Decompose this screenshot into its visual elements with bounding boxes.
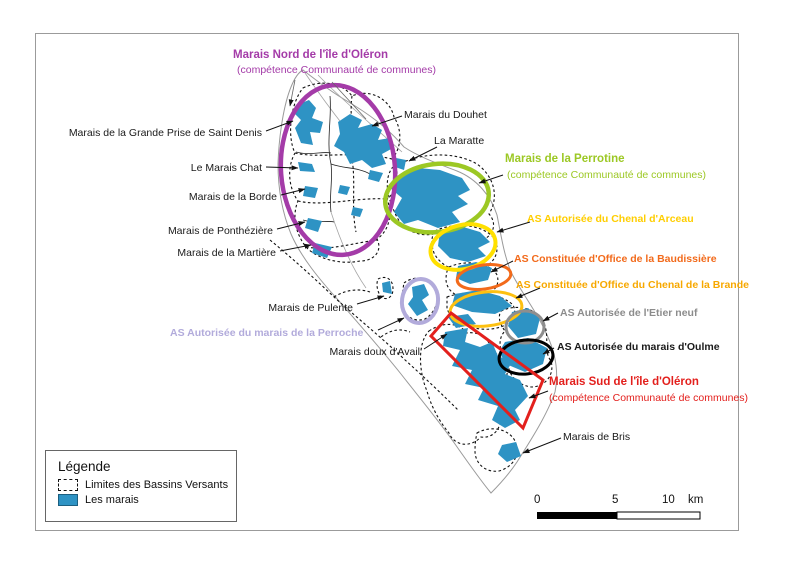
label-as-arceau: AS Autorisée du Chenal d'Arceau	[527, 213, 694, 225]
label-bris: Marais de Bris	[563, 431, 631, 443]
label-arrows	[265, 115, 562, 454]
title-leaders	[288, 79, 367, 120]
title-perrotine: Marais de la Perrotine	[505, 153, 625, 165]
legend-swatch-marais	[58, 494, 78, 506]
marsh-pulente	[382, 281, 392, 294]
label-douhet: Marais du Douhet	[404, 109, 487, 121]
label-avail: Marais doux d'Avail	[329, 346, 420, 358]
label-as-perroche: AS Autorisée du marais de la Perroche	[170, 327, 364, 339]
map-frame	[35, 33, 739, 531]
marsh-bris	[498, 442, 521, 462]
marsh-sud	[443, 328, 528, 428]
legend-label-basins: Limites des Bassins Versants	[85, 479, 229, 491]
island-outline	[277, 69, 558, 494]
streams	[295, 95, 371, 223]
scale-unit: km	[688, 494, 704, 506]
zone-north-ellipse	[278, 82, 398, 258]
marsh-small	[351, 207, 363, 217]
label-ponthezier: Marais de Ponthézière	[167, 225, 273, 237]
legend-item-marais: Les marais	[58, 494, 236, 506]
marsh-perroche	[408, 284, 429, 316]
title-marais-sud: Marais Sud de l'île d'Oléron	[549, 376, 699, 388]
legend-swatch-basins	[58, 479, 78, 491]
scale-bar	[537, 511, 701, 520]
marsh-ponthezier	[305, 218, 322, 232]
marsh-douhet	[334, 114, 393, 168]
scale-tick-10: 10	[662, 494, 675, 506]
legend: Légende Limites des Bassins Versants Les…	[45, 450, 237, 522]
scale-tick-5: 5	[612, 494, 619, 506]
title-marais-nord: Marais Nord de l'île d'Oléron	[233, 49, 389, 61]
title-marais-nord-sub: (compétence Communauté de communes)	[237, 64, 437, 76]
zone-baudissiere-ellipse	[455, 263, 513, 291]
zone-etier-ellipse	[504, 309, 546, 345]
zone-perroche-ellipse	[399, 277, 441, 325]
marsh-small	[368, 170, 383, 182]
label-as-etier: AS Autorisée de l'Etier neuf	[560, 307, 698, 319]
marsh-chat	[298, 162, 315, 172]
marsh-small	[338, 185, 350, 195]
zone-sud-rectangle	[428, 310, 545, 431]
title-perrotine-sub: (compétence Communauté de communes)	[507, 169, 707, 181]
marsh-maratte	[395, 158, 406, 170]
label-saint-denis: Marais de la Grande Prise de Saint Denis	[68, 127, 262, 139]
title-marais-sud-sub: (compétence Communauté de communes)	[549, 392, 749, 404]
zone-oulme-ellipse	[497, 338, 555, 376]
label-as-oulme: AS Autorisée du marais d'Oulme	[557, 341, 720, 353]
label-pulente: Marais de Pulente	[268, 302, 353, 314]
legend-title: Légende	[58, 459, 111, 474]
label-borde: Marais de la Borde	[188, 191, 277, 203]
label-maratte: La Maratte	[434, 135, 485, 147]
label-martiere: Marais de la Martière	[177, 247, 276, 259]
scale-tick-0: 0	[534, 494, 541, 506]
legend-label-marais: Les marais	[85, 494, 139, 506]
marsh-saint-denis	[293, 100, 323, 145]
label-chat: Le Marais Chat	[190, 162, 262, 174]
marsh-borde	[303, 186, 318, 198]
marsh-perrotine	[390, 168, 470, 228]
label-as-baudissiere: AS Constituée d'Office de la Baudissière	[514, 253, 717, 265]
legend-item-basins: Limites des Bassins Versants	[58, 479, 236, 491]
marsh-arceau	[438, 226, 490, 262]
label-as-brande: AS Constituée d'Office du Chenal de la B…	[516, 279, 749, 291]
